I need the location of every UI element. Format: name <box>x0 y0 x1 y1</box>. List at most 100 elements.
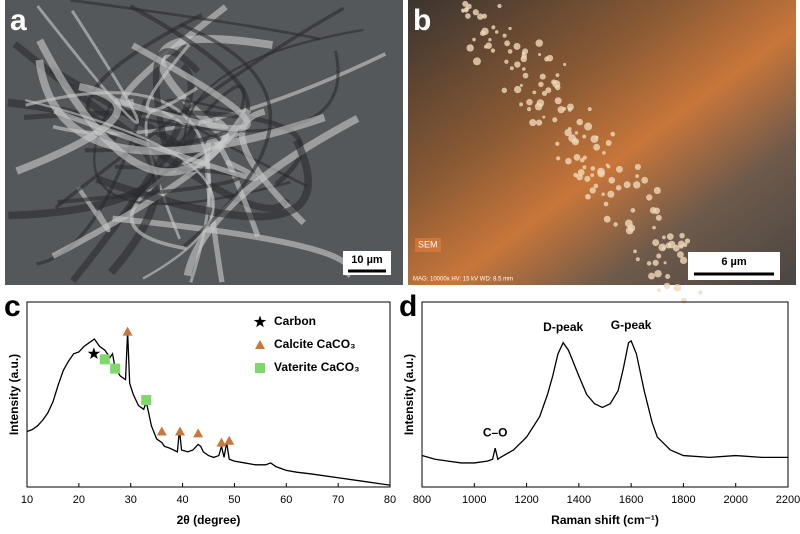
particle <box>552 117 558 123</box>
marker <box>87 347 101 360</box>
particle <box>483 45 488 49</box>
fibers <box>7 0 387 283</box>
particle <box>679 256 688 265</box>
particle <box>507 49 513 54</box>
particle <box>519 102 524 107</box>
particle <box>661 246 666 250</box>
x-tick-label: 800 <box>413 494 431 506</box>
particle <box>568 134 576 142</box>
x-axis-label: 2θ (degree) <box>177 513 241 527</box>
marker <box>99 354 110 365</box>
particle <box>497 3 502 9</box>
particle <box>461 9 465 13</box>
particle <box>563 62 567 67</box>
particle <box>522 67 526 71</box>
particle <box>504 40 511 47</box>
particle <box>526 98 533 106</box>
particle <box>494 30 499 34</box>
particle <box>663 282 671 290</box>
legend-label: Vaterite CaCO₃ <box>274 360 360 374</box>
particle <box>595 135 599 140</box>
particle <box>538 81 544 88</box>
particle <box>635 174 639 178</box>
particle <box>635 257 640 262</box>
x-tick-label: 1400 <box>567 494 591 506</box>
particle <box>573 153 581 161</box>
particle <box>577 169 585 176</box>
particle <box>654 269 662 278</box>
particle <box>652 225 656 230</box>
particle <box>646 261 652 266</box>
fiber <box>179 22 273 248</box>
x-tick-label: 70 <box>332 494 344 506</box>
particle <box>665 242 672 249</box>
fiber <box>95 138 312 221</box>
annotation: G-peak <box>611 318 652 332</box>
particle <box>653 186 661 195</box>
particle <box>573 172 578 178</box>
sem-image-b <box>408 0 796 285</box>
particle <box>672 244 680 252</box>
data-line <box>421 339 788 464</box>
particle <box>623 181 631 189</box>
panel-label: c <box>4 290 21 323</box>
particle <box>538 53 542 57</box>
particle <box>605 140 612 147</box>
particle <box>555 141 560 146</box>
particle <box>608 176 616 184</box>
x-tick-label: 2200 <box>776 494 800 506</box>
particle <box>624 219 633 228</box>
x-tick-label: 2000 <box>723 494 747 506</box>
particle <box>574 131 579 135</box>
particle <box>466 3 472 10</box>
particle <box>565 157 572 165</box>
particle <box>576 118 583 126</box>
particle <box>502 33 507 38</box>
particle <box>490 48 496 53</box>
marker <box>110 363 121 374</box>
particle <box>472 37 476 42</box>
scale-label: 10 µm <box>351 254 383 266</box>
particle <box>602 151 606 155</box>
plot-frame <box>26 301 391 488</box>
marker <box>193 428 204 438</box>
particle <box>584 122 593 131</box>
marker <box>255 363 265 373</box>
particle <box>582 155 587 160</box>
particle <box>552 80 561 88</box>
particle <box>646 194 653 201</box>
particle <box>633 249 637 254</box>
particle <box>673 284 682 292</box>
plot-frame <box>421 301 789 488</box>
particle <box>585 193 591 200</box>
particle <box>542 115 546 119</box>
particle <box>656 253 662 259</box>
particle <box>557 106 565 114</box>
fiber <box>53 108 259 181</box>
particle <box>634 163 641 171</box>
particle <box>520 55 528 63</box>
particle <box>648 272 655 280</box>
particle <box>603 201 609 207</box>
particle <box>545 87 552 94</box>
particle <box>641 176 649 184</box>
particle <box>466 44 474 52</box>
particle <box>584 175 591 182</box>
particle <box>613 222 618 227</box>
particle <box>509 66 514 71</box>
marker <box>224 435 235 445</box>
x-tick-label: 50 <box>228 494 240 506</box>
particle <box>610 131 616 137</box>
particle <box>508 26 512 31</box>
fiber <box>145 43 199 112</box>
particle <box>526 107 532 112</box>
particle <box>521 51 526 56</box>
particle <box>514 61 521 68</box>
annotation: D-peak <box>543 320 583 334</box>
particle <box>677 240 685 248</box>
particle <box>590 173 595 178</box>
particle <box>541 90 548 96</box>
fiber <box>239 108 306 226</box>
particle <box>661 235 666 240</box>
